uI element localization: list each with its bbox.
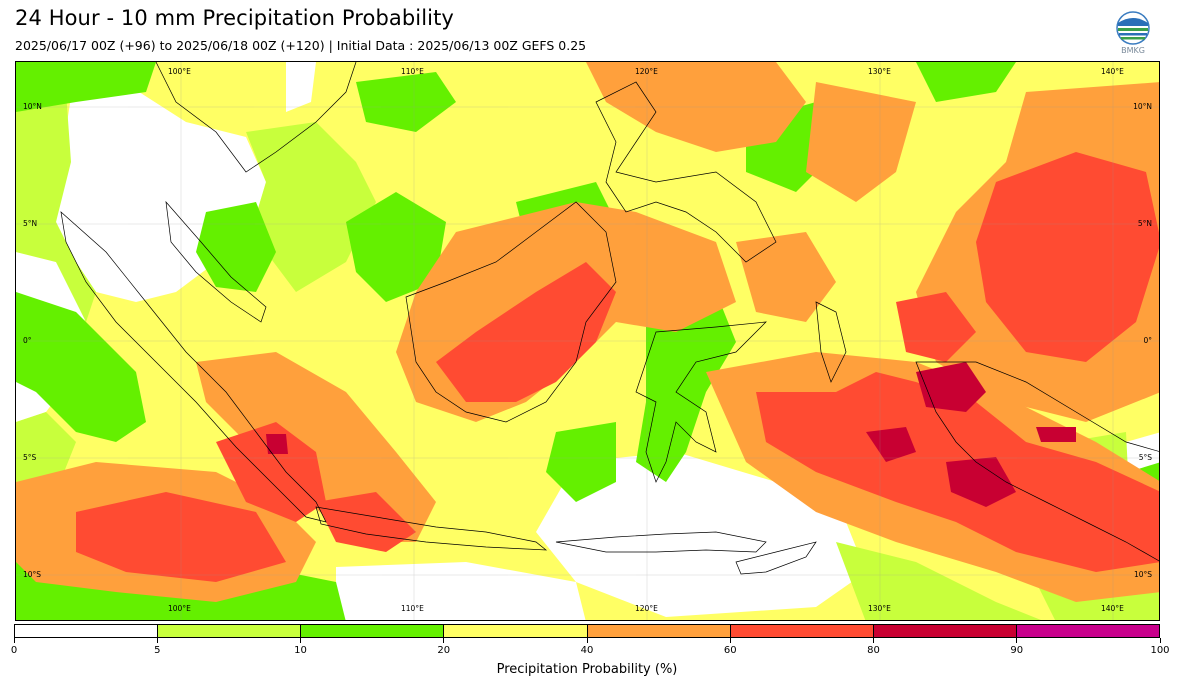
chart-title: 24 Hour - 10 mm Precipitation Probabilit… <box>15 6 454 30</box>
prob-5-10-area <box>836 542 1041 620</box>
colorbar <box>14 624 1160 638</box>
colorbar-tick-label: 0 <box>10 645 18 656</box>
prob-10-20-area <box>16 292 146 442</box>
prob-60-80-area <box>976 152 1159 362</box>
lat-label-left-5s: 5°S <box>23 453 37 462</box>
precipitation-map: 100°E 110°E 120°E 130°E 140°E 100°E 110°… <box>15 61 1160 621</box>
lat-label-right-0: 0° <box>1143 336 1152 345</box>
prob-5-10-area <box>16 92 96 322</box>
colorbar-tick <box>156 638 158 643</box>
colorbar-segment <box>586 625 730 637</box>
colorbar-tick <box>300 638 301 643</box>
prob-80-90-area <box>1036 427 1076 442</box>
lon-label-bottom-130e: 130°E <box>868 604 891 613</box>
lon-label-top-110e: 110°E <box>401 67 424 76</box>
coastline-borneo <box>405 201 617 423</box>
prob-5-10-area <box>246 122 376 292</box>
colorbar-tick-label: 100 <box>1150 645 1170 656</box>
prob-80-90-area <box>866 427 916 462</box>
lat-label-left-0: 0° <box>23 336 32 345</box>
lon-label-bottom-110e: 110°E <box>401 604 424 613</box>
prob-10-20-area <box>356 72 456 132</box>
prob-10-20-area <box>916 62 1016 102</box>
coastlines <box>60 62 1159 575</box>
prob-60-80-area <box>216 422 326 522</box>
colorbar-segment <box>729 625 873 637</box>
colorbar-tick <box>1016 638 1018 643</box>
prob-10-20-area <box>346 192 446 302</box>
prob-40-60-area <box>806 82 916 202</box>
lon-label-bottom-100e: 100°E <box>168 604 191 613</box>
coastline-java <box>315 506 548 551</box>
colorbar-tick-label: 10 <box>294 645 307 656</box>
colorbar-tick-label: 5 <box>154 645 161 656</box>
map-canvas <box>16 62 1159 620</box>
prob-0-5-area <box>286 62 316 112</box>
coastline-sulawesi <box>635 321 767 483</box>
coastline-malay-peninsula <box>165 200 267 323</box>
graticule <box>16 62 1159 620</box>
lon-label-top-100e: 100°E <box>168 67 191 76</box>
coastline-sumatra <box>60 211 327 523</box>
colorbar-segment <box>1015 625 1159 637</box>
lat-label-left-5n: 5°N <box>23 219 38 228</box>
coastline-halmahera <box>815 301 847 383</box>
prob-10-20-area <box>546 422 616 502</box>
colorbar-tick-label: 40 <box>580 645 594 656</box>
prob-60-80-area <box>436 262 616 402</box>
lat-label-left-10n: 10°N <box>23 102 42 111</box>
lat-label-right-5n: 5°N <box>1137 219 1152 228</box>
coastline-nusa-tenggara <box>555 531 767 553</box>
coastline-new-guinea <box>915 361 1159 562</box>
bmkg-logo: BMKG <box>1113 11 1153 55</box>
colorbar-tick-label: 20 <box>437 645 451 656</box>
prob-10-20-area <box>636 292 736 482</box>
prob-60-80-area <box>896 292 976 362</box>
colorbar-tick <box>13 638 15 643</box>
colorbar-segment <box>157 625 301 637</box>
lon-label-top-140e: 140°E <box>1101 67 1124 76</box>
prob-40-60-area <box>736 232 836 322</box>
lon-label-top-130e: 130°E <box>868 67 891 76</box>
coastline-timor <box>735 541 817 575</box>
colorbar-tick-label: 60 <box>723 645 737 656</box>
colorbar-tick <box>443 638 445 643</box>
colorbar-segment <box>15 625 158 637</box>
lon-label-bottom-120e: 120°E <box>635 604 658 613</box>
prob-10-20-area <box>196 202 276 292</box>
prob-10-20-area <box>16 62 156 112</box>
coastline-mainland-asia <box>155 62 357 173</box>
colorbar-tick-label: 90 <box>1010 645 1024 656</box>
prob-80-90-area <box>916 362 986 412</box>
colorbar-segment <box>443 625 587 637</box>
chart-subtitle: 2025/06/17 00Z (+96) to 2025/06/18 00Z (… <box>15 38 587 53</box>
colorbar-segment <box>872 625 1016 637</box>
lat-label-right-10n: 10°N <box>1133 102 1152 111</box>
colorbar-segment <box>300 625 444 637</box>
lat-label-right-10s: 10°S <box>1133 570 1152 579</box>
lon-label-top-120e: 120°E <box>635 67 658 76</box>
lat-label-left-10s: 10°S <box>23 570 42 579</box>
colorbar-tick <box>729 638 731 643</box>
coastline-philippines <box>595 81 777 263</box>
prob-0-5-area <box>336 562 586 620</box>
colorbar-tick <box>873 638 874 643</box>
prob-80-90-area <box>266 434 288 454</box>
prob-0-5-area <box>536 452 866 617</box>
colorbar-tick <box>1159 638 1161 643</box>
lon-label-bottom-140e: 140°E <box>1101 604 1124 613</box>
colorbar-tick-label: 80 <box>867 645 880 656</box>
colorbar-title: Precipitation Probability (%) <box>496 662 678 677</box>
logo-text: BMKG <box>1121 46 1145 55</box>
lat-label-right-5s: 5°S <box>1138 453 1152 462</box>
prob-80-90-area <box>946 457 1016 507</box>
colorbar-tick <box>586 638 588 643</box>
